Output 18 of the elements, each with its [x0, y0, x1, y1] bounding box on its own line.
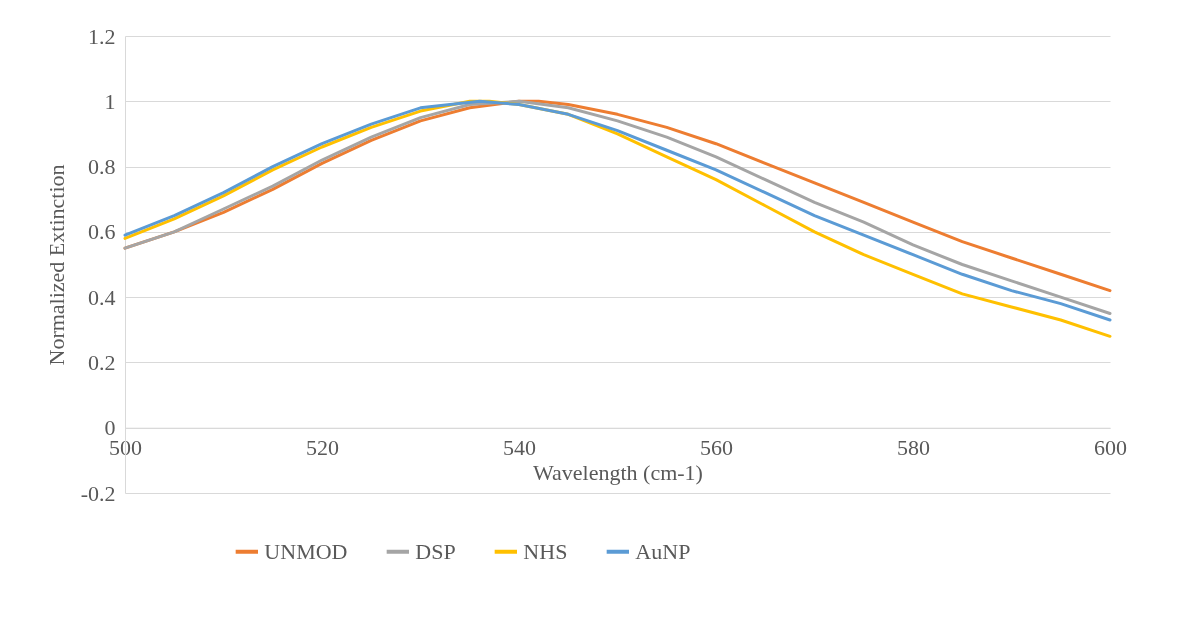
y-tick-label: 0.8 — [88, 154, 116, 180]
y-tick-label: 1 — [104, 88, 116, 114]
x-tick-label: 580 — [897, 435, 930, 461]
y-axis-title: Normalized Extinction — [43, 164, 69, 366]
y-tick-label: 0.6 — [88, 219, 116, 245]
x-tick-label: 600 — [1094, 435, 1127, 461]
y-tick-label: 0.2 — [88, 349, 116, 375]
legend-label: NHS — [523, 538, 568, 564]
x-tick-label: 560 — [700, 435, 733, 461]
y-tick-label: 1.2 — [88, 23, 116, 49]
y-tick-label: -0.2 — [80, 480, 116, 506]
x-axis-title: Wavelength (cm-1) — [533, 460, 703, 486]
legend-label: AuNP — [635, 538, 691, 564]
x-tick-label: 520 — [306, 435, 339, 461]
legend-label: DSP — [415, 538, 456, 564]
legend-label: UNMOD — [264, 538, 348, 564]
y-tick-label: 0.4 — [88, 284, 116, 310]
x-tick-label: 540 — [503, 435, 536, 461]
